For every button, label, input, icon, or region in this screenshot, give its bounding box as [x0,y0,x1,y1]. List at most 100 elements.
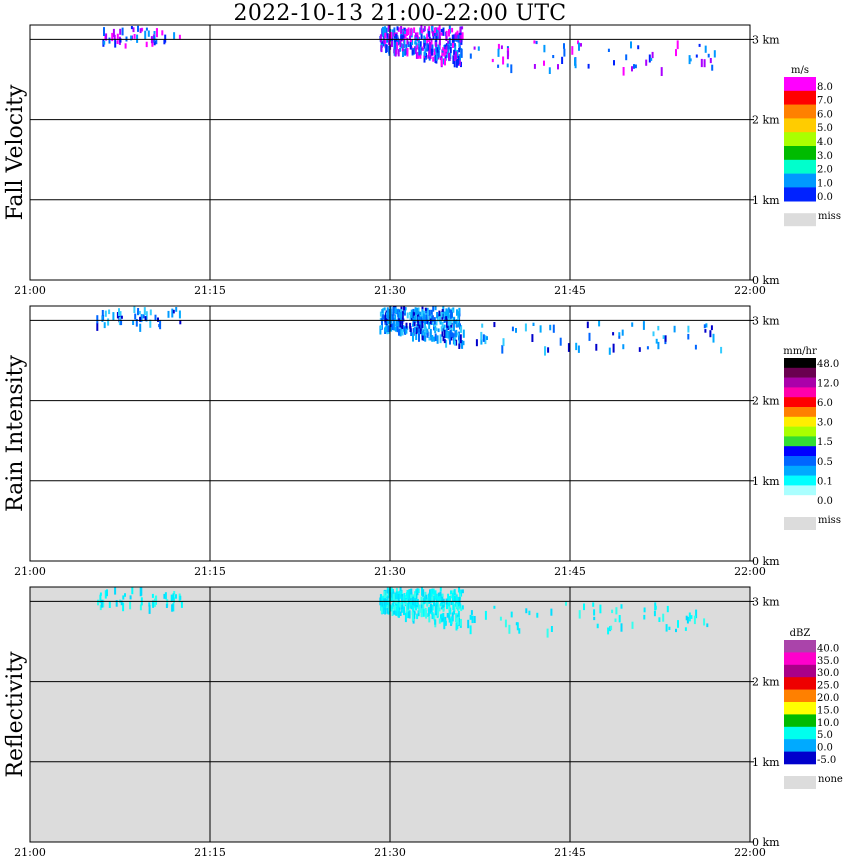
echo-cell [543,60,545,66]
echo-cell [703,324,706,329]
echo-cell [423,26,426,32]
echo-cell [418,324,421,329]
colorbar-swatch [784,387,816,398]
echo-cell [114,587,117,595]
echo-cell [398,328,400,336]
echo-cell [379,325,382,335]
echo-cell [493,605,496,609]
echo-cell [620,623,623,632]
echo-cell [157,317,159,322]
echo-cell [446,613,449,618]
echo-cell [438,607,441,612]
echo-cell [161,30,164,36]
echo-cell [416,588,419,596]
echo-cell [700,58,703,68]
echo-cell [709,330,712,338]
echo-cell [417,320,420,327]
echo-cell [384,593,387,598]
echo-cell [461,589,464,594]
echo-cell [434,605,437,614]
echo-cell [409,44,412,50]
echo-cell [467,619,470,629]
echo-cell [380,603,383,611]
echo-cell [396,602,399,612]
echo-cell [578,42,580,51]
echo-cell [451,599,454,605]
echo-cell [389,308,392,315]
echo-cell [116,33,119,41]
y-tick-label: 3 km [752,33,780,46]
echo-cell [382,314,385,319]
echo-cell [415,42,418,49]
echo-cell [409,39,412,48]
echo-cell [423,52,426,57]
echo-cell [435,321,438,326]
echo-cell [403,326,406,331]
echo-cell [406,28,408,36]
echo-cell [618,335,621,339]
echo-cell [153,598,156,607]
echo-cell [390,595,393,602]
echo-cell [434,619,437,625]
echo-cell [559,337,562,346]
echo-cell [524,323,527,332]
echo-cell [637,45,640,50]
echo-cell [612,332,615,336]
echo-cell [563,43,565,49]
echo-cell [413,321,416,327]
echo-cell [428,596,431,601]
echo-cell [458,58,461,66]
echo-cell [387,325,390,332]
echo-cell [450,326,453,331]
echo-cell [434,306,437,311]
echo-cell [392,307,395,316]
echo-cell [397,321,400,327]
echo-cell [427,54,430,59]
echo-cell [444,55,447,61]
echo-cell [380,45,383,53]
echo-cell [133,306,136,313]
echo-cell [528,610,531,616]
echo-cell [456,622,459,629]
colorbar-unit: mm/hr [783,346,817,357]
echo-cell [166,599,169,607]
echo-cell [442,336,445,342]
echo-cell [687,333,690,340]
echo-cell [459,334,462,344]
echo-cell [557,64,559,70]
echo-cell [447,47,450,54]
echo-cell [443,319,446,323]
echo-cell [401,44,404,52]
echo-cell [390,315,392,325]
echo-cell [145,27,148,31]
echo-cell [434,41,437,47]
echo-cell [386,589,389,594]
echo-cell [405,612,408,619]
echo-cell [405,44,408,51]
echo-cell [460,618,462,626]
echo-cell [695,609,698,619]
echo-cell [155,38,158,45]
colorbar-swatch [784,739,816,752]
y-tick-label: 1 km [752,756,780,769]
echo-cell [406,48,409,55]
colorbar-swatch [784,90,816,105]
y-tick-label: 3 km [752,595,780,608]
echo-cell [446,310,449,317]
echo-cell [140,314,143,319]
colorbar-missing-label: none [818,774,843,785]
echo-cell [455,329,458,338]
echo-cell [419,41,422,49]
echo-cell [103,322,106,329]
echo-cell [646,346,649,350]
echo-cell [410,39,412,43]
echo-cell [423,596,426,604]
echo-cell [392,598,395,607]
echo-cell [404,31,407,39]
echo-cell [433,613,436,621]
echo-cell [401,311,404,320]
echo-cell [454,319,457,324]
echo-cell [413,312,416,316]
echo-cell [449,319,452,325]
echo-cell [441,321,444,328]
